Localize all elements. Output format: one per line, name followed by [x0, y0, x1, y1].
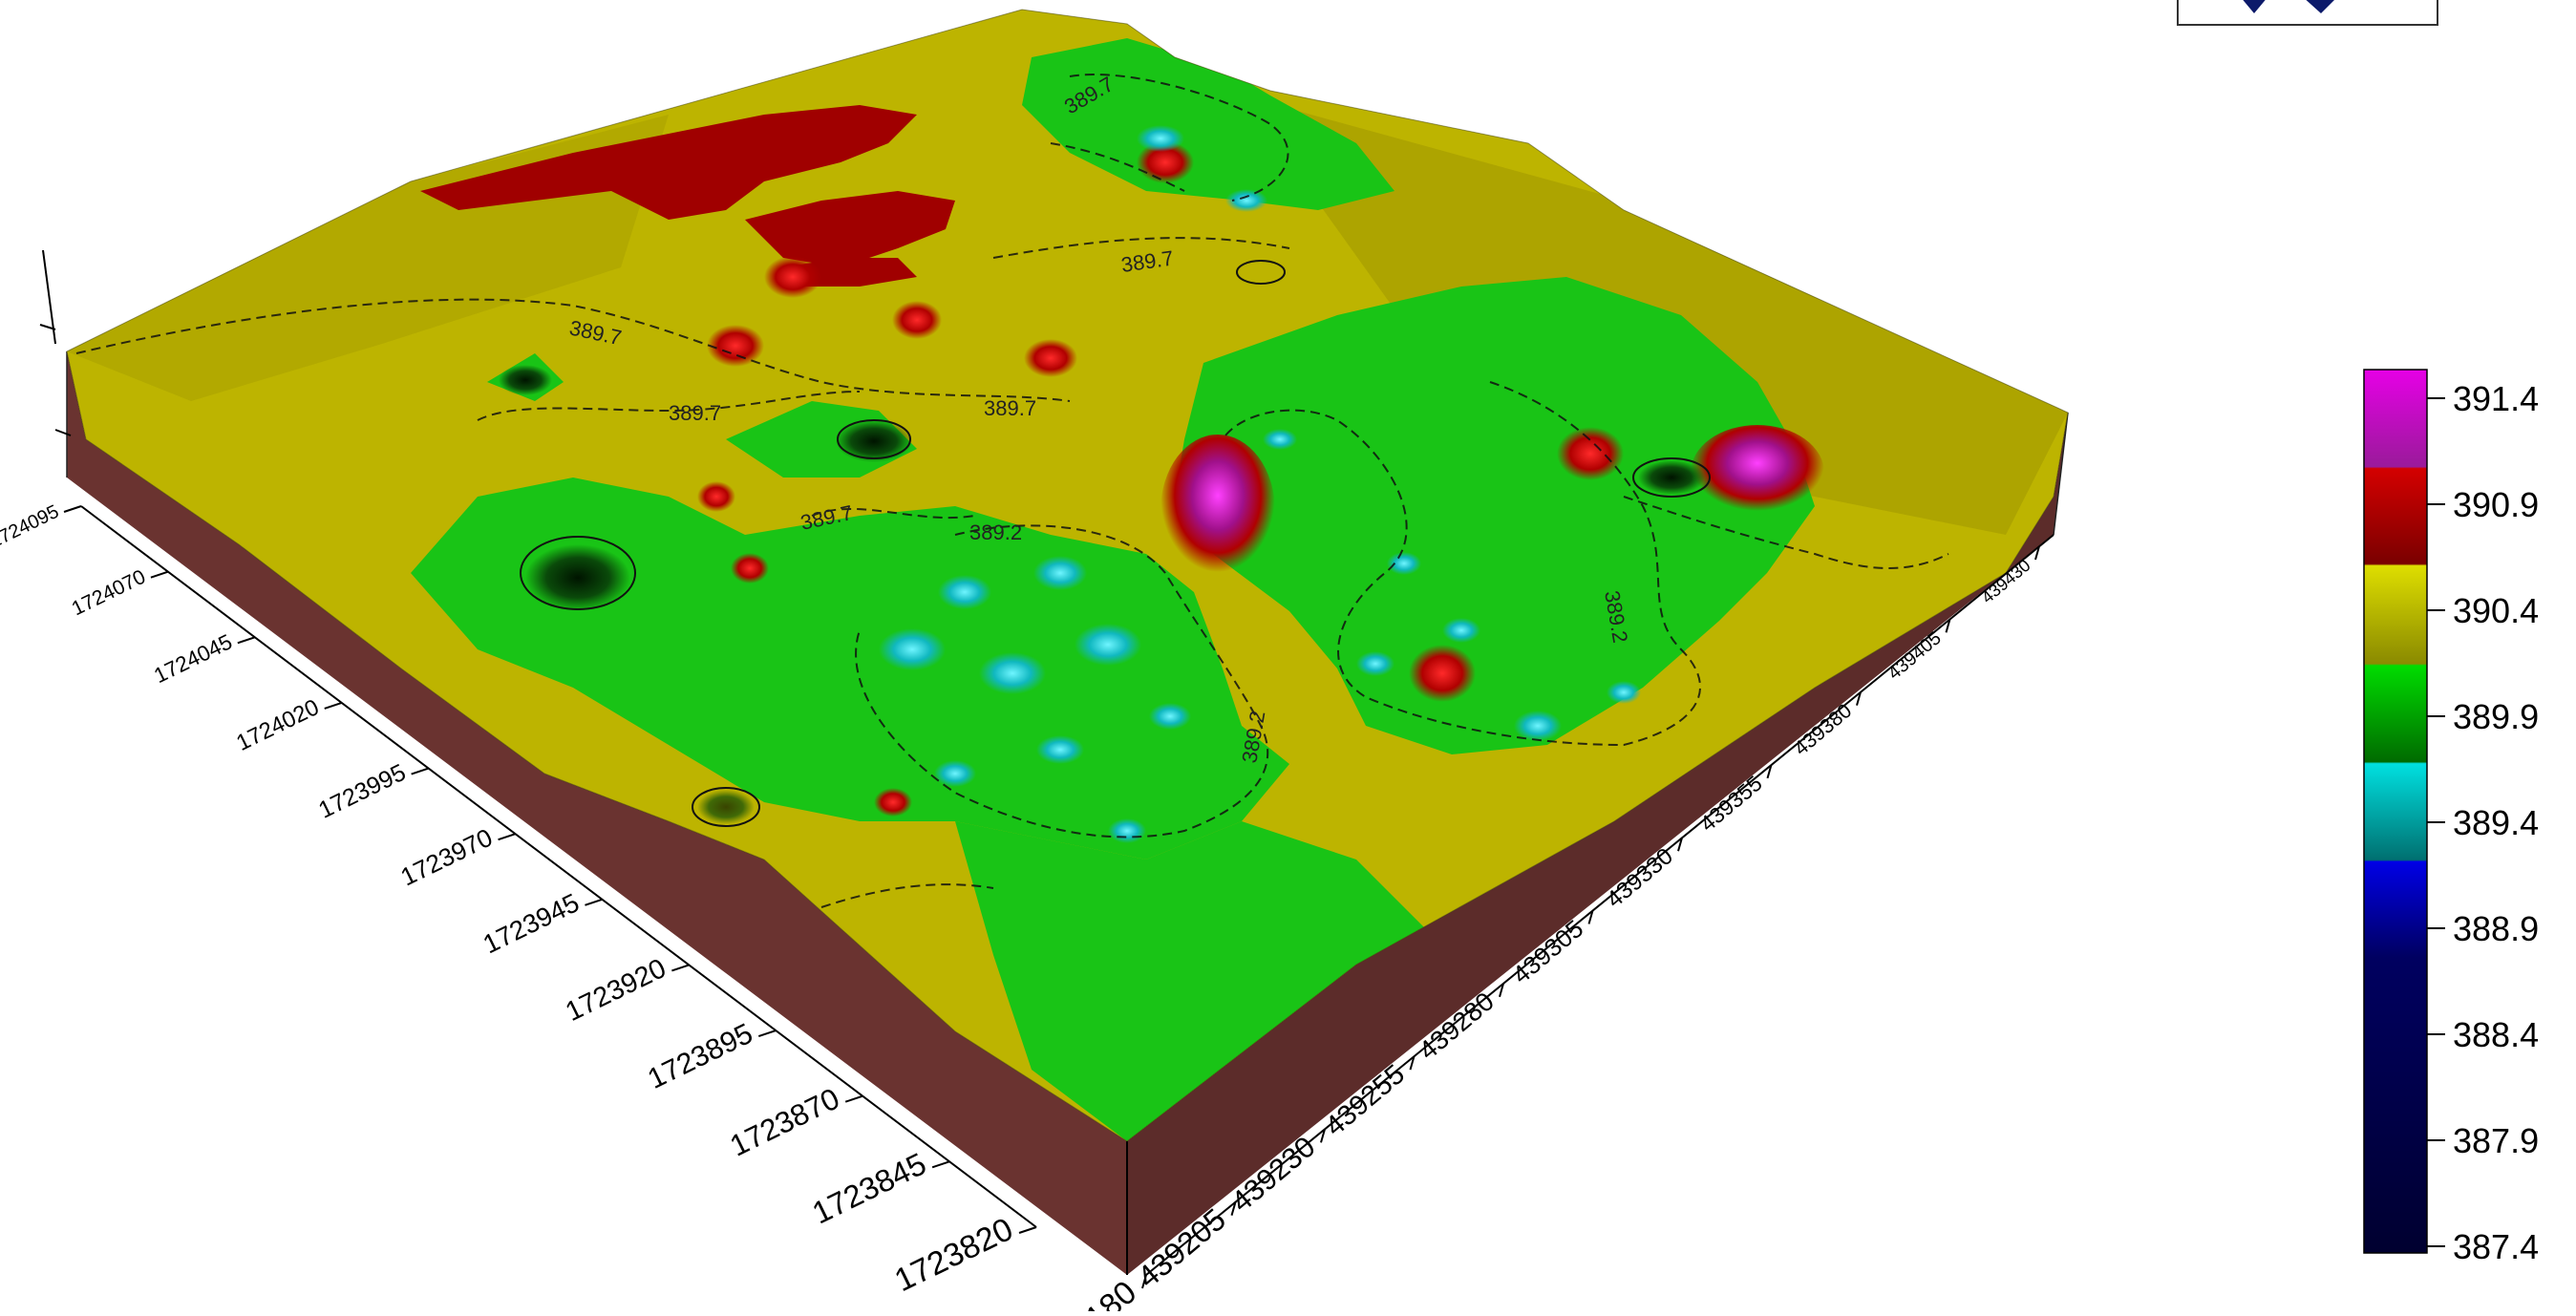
y-axis-tick-label: 1724095 [0, 501, 62, 553]
pit-marker [1356, 651, 1394, 676]
pit-marker [979, 652, 1046, 694]
y-axis-tick-label: 1723895 [643, 1018, 757, 1095]
y-axis-tick-label: 1724070 [68, 565, 149, 621]
y-axis-tick-label: 1723920 [561, 953, 671, 1028]
pit-marker [1033, 556, 1087, 590]
x-axis-tick [1320, 1129, 1326, 1143]
x-axis-tick [1587, 910, 1594, 924]
x-axis-tick [1945, 619, 1951, 633]
legend-label: 389.4 [2453, 803, 2539, 842]
y-axis-tick [237, 636, 256, 645]
contour-label-group: 389.7 389.7 389.7 389.7 389.7 389.2 389.… [567, 72, 1632, 765]
pit-marker [697, 790, 755, 824]
peak-marker [1409, 645, 1476, 702]
y-axis-tick-label: 1723845 [806, 1145, 931, 1230]
x-axis-tick [1409, 1055, 1416, 1071]
contour-label: 389.2 [969, 520, 1022, 544]
y-axis-tick-label: 1723945 [479, 887, 584, 959]
peak-marker [1557, 427, 1624, 480]
terrain-surface [67, 10, 2068, 1141]
peak-marker [697, 481, 735, 512]
pit-marker [1149, 703, 1191, 730]
x-axis-tick [1230, 1201, 1237, 1216]
pit-marker [879, 628, 946, 670]
pit-marker [934, 760, 976, 787]
y-axis-tick-label: 1724020 [232, 694, 323, 756]
pit-marker [1137, 125, 1184, 152]
y-axis-tick [63, 505, 82, 513]
y-axis-tick-label: 1723870 [725, 1082, 844, 1163]
legend-label: 390.4 [2453, 591, 2539, 630]
y-axis-tick-label: 1724045 [150, 629, 236, 688]
peak-marker [707, 325, 764, 367]
peak-marker [731, 553, 769, 584]
y-axis-tick [844, 1094, 863, 1103]
x-axis-tick [1856, 691, 1862, 706]
pit-marker [1075, 624, 1141, 666]
contour-lines [520, 260, 1711, 827]
pit-marker [1387, 552, 1421, 575]
block-right-face [1127, 413, 2068, 1275]
legend-label: 388.4 [2453, 1015, 2539, 1054]
x-axis-tick-label: 439180 [1037, 1274, 1143, 1311]
y-axis-tick [411, 767, 429, 775]
peak-marker [1160, 435, 1275, 587]
block-edge [2053, 412, 2069, 536]
y-axis-tick [1018, 1226, 1037, 1234]
contour-lines [75, 74, 1949, 908]
x-axis-tick [2034, 545, 2040, 561]
contour-label: 389.7 [984, 396, 1036, 420]
contour-label: 389.7 [669, 401, 721, 425]
legend-label: 387.4 [2453, 1227, 2539, 1266]
legend-label: 389.9 [2453, 697, 2539, 736]
peak-marker [1024, 339, 1077, 377]
pit-marker [1036, 735, 1084, 764]
y-axis-tick-label: 1723995 [314, 759, 410, 824]
pit-marker [1638, 460, 1705, 495]
x-axis-tick [1141, 1274, 1147, 1289]
pit-marker [1108, 818, 1146, 843]
peak-marker [1137, 141, 1194, 183]
pit-marker [1225, 189, 1267, 212]
pit-marker [1514, 711, 1562, 741]
block-left-face [67, 351, 1127, 1275]
y-axis-tick [585, 898, 603, 906]
y-axis-tick [757, 1029, 777, 1038]
legend-label: 391.4 [2453, 379, 2539, 418]
legend-label: 387.9 [2453, 1121, 2539, 1160]
x-axis-tick [1766, 764, 1773, 779]
legend-color-bar [2363, 369, 2428, 1254]
pit-marker [1263, 429, 1297, 450]
y-axis-tick-label: 1723820 [889, 1211, 1019, 1299]
pit-marker [525, 544, 630, 611]
y-axis-tick [324, 701, 343, 710]
peak-marker [874, 788, 912, 817]
legend: 391.4 390.9 390.4 389.9 389.4 388.9 388.4 387.9… [2363, 369, 2539, 1266]
surface-outline [66, 9, 2069, 1142]
pit-marker [836, 420, 912, 462]
z-axis [39, 249, 72, 436]
north-arrow [2177, 0, 2438, 26]
y-axis-tick [931, 1160, 950, 1169]
y-axis-tick [671, 964, 690, 972]
y-axis-tick [498, 833, 516, 841]
pit-marker [499, 365, 552, 395]
y-axis-tick-label: 1723970 [396, 823, 497, 892]
y-axis-tick [150, 570, 169, 579]
x-axis-tick [1677, 837, 1683, 852]
pit-marker [1442, 618, 1480, 643]
peak-marker [764, 256, 821, 298]
pit-marker [1607, 681, 1641, 704]
peak-marker [1691, 425, 1824, 520]
legend-label: 388.9 [2453, 909, 2539, 948]
pit-marker [938, 575, 991, 609]
legend-label: 390.9 [2453, 485, 2539, 524]
x-axis-tick [1499, 983, 1504, 998]
peak-marker [892, 301, 942, 339]
